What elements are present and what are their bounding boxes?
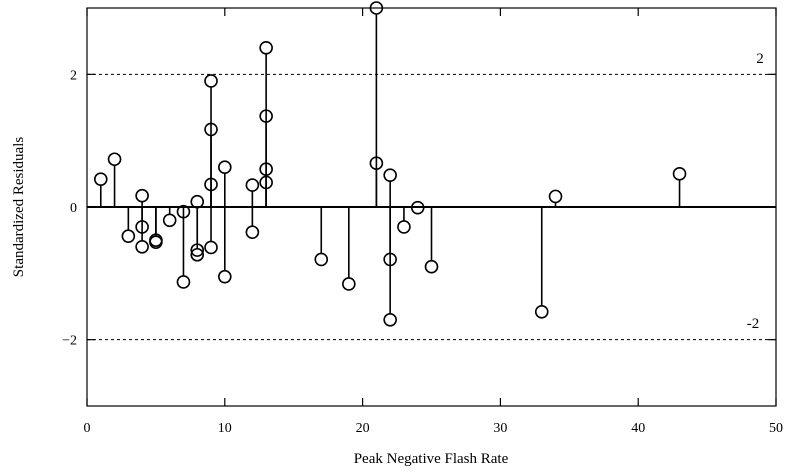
data-point (190, 194, 205, 209)
data-point (218, 269, 232, 284)
x-tick-label: 0 (84, 421, 91, 436)
data-point (314, 252, 329, 267)
data-point (259, 162, 273, 176)
data-point (534, 305, 549, 319)
data-point (135, 240, 149, 254)
data-point (135, 220, 149, 234)
data-point (204, 177, 218, 192)
data-point (548, 189, 563, 204)
data-point (410, 200, 425, 215)
data-point (149, 235, 163, 249)
y-axis-label: Standardized Residuals (11, 137, 27, 278)
data-point (245, 178, 260, 192)
data-point (259, 175, 273, 190)
lower-ref-label: -2 (747, 316, 760, 332)
data-point (259, 109, 273, 123)
data-point (162, 213, 177, 228)
data-point (176, 275, 191, 289)
data-point (204, 122, 218, 137)
data-point (369, 156, 384, 171)
x-tick-label: 40 (631, 421, 645, 436)
data-point (190, 247, 205, 262)
data-points (93, 1, 687, 327)
data-point (176, 204, 191, 219)
data-point (204, 74, 218, 88)
x-tick-label: 30 (493, 421, 507, 436)
x-axis-label: Peak Negative Flash Rate (354, 451, 509, 467)
data-point (190, 243, 205, 257)
data-point (383, 168, 397, 182)
x-tick-label: 20 (356, 421, 370, 436)
data-point (93, 172, 108, 186)
data-point (135, 188, 149, 203)
x-tick-label: 10 (218, 421, 232, 436)
reference-lines (87, 73, 776, 341)
stems (99, 14, 681, 314)
data-point (369, 1, 384, 15)
y-tick-label: −2 (62, 334, 77, 349)
data-point (245, 225, 260, 240)
data-point (218, 160, 232, 174)
data-point (424, 259, 439, 274)
data-point (672, 167, 687, 181)
axis-ticks: 0 10 20 30 40 50 −2 0 2 (62, 8, 783, 436)
data-point (259, 40, 273, 55)
data-point (397, 220, 411, 234)
y-tick-label: 2 (70, 68, 77, 83)
data-point (342, 277, 356, 291)
upper-ref-label: 2 (756, 51, 764, 67)
data-point (383, 252, 397, 267)
data-point (383, 312, 397, 327)
x-tick-label: 50 (769, 421, 783, 436)
data-point (204, 240, 218, 255)
data-point (107, 152, 122, 167)
data-point (121, 229, 136, 243)
y-tick-label: 0 (70, 201, 77, 216)
